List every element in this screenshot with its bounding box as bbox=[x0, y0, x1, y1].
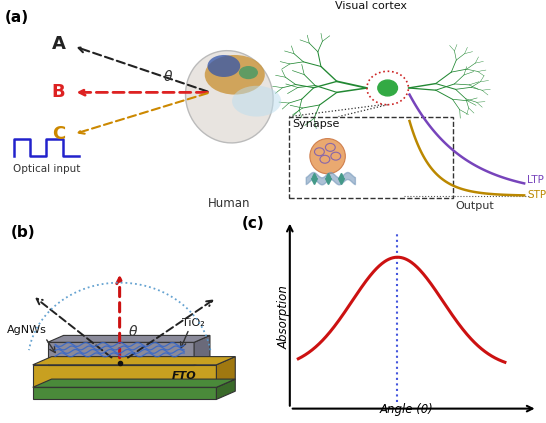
Text: B: B bbox=[52, 83, 66, 102]
Polygon shape bbox=[216, 379, 235, 399]
X-axis label: Angle (θ): Angle (θ) bbox=[380, 403, 434, 416]
Polygon shape bbox=[33, 357, 235, 365]
Text: LTP: LTP bbox=[527, 175, 544, 185]
Polygon shape bbox=[48, 335, 210, 342]
Text: STP: STP bbox=[527, 190, 546, 201]
Ellipse shape bbox=[205, 55, 265, 95]
FancyBboxPatch shape bbox=[48, 342, 194, 365]
Circle shape bbox=[378, 80, 397, 96]
Ellipse shape bbox=[232, 86, 281, 117]
Text: Human: Human bbox=[208, 197, 251, 210]
Text: Synapse: Synapse bbox=[292, 119, 340, 129]
Text: A: A bbox=[52, 35, 66, 53]
FancyBboxPatch shape bbox=[33, 365, 216, 387]
Ellipse shape bbox=[239, 66, 258, 79]
Text: (a): (a) bbox=[4, 10, 28, 25]
Text: (b): (b) bbox=[10, 225, 35, 240]
Text: Visual cortex: Visual cortex bbox=[335, 1, 407, 11]
Text: TiO₂: TiO₂ bbox=[182, 318, 204, 328]
Text: θ: θ bbox=[164, 70, 173, 84]
Y-axis label: Absorption: Absorption bbox=[278, 285, 290, 349]
Text: Output: Output bbox=[456, 201, 494, 211]
Ellipse shape bbox=[207, 55, 240, 77]
Text: (c): (c) bbox=[242, 216, 264, 231]
FancyBboxPatch shape bbox=[33, 387, 216, 399]
Bar bbox=[289, 117, 453, 198]
Polygon shape bbox=[33, 379, 235, 387]
Polygon shape bbox=[216, 357, 235, 387]
Text: C: C bbox=[52, 125, 65, 143]
Ellipse shape bbox=[186, 51, 273, 143]
Ellipse shape bbox=[310, 139, 346, 174]
Text: FTO: FTO bbox=[172, 371, 197, 381]
Text: θ: θ bbox=[128, 325, 137, 339]
Text: AgNWs: AgNWs bbox=[7, 325, 46, 335]
Polygon shape bbox=[194, 335, 210, 365]
Text: Optical input: Optical input bbox=[13, 164, 80, 173]
